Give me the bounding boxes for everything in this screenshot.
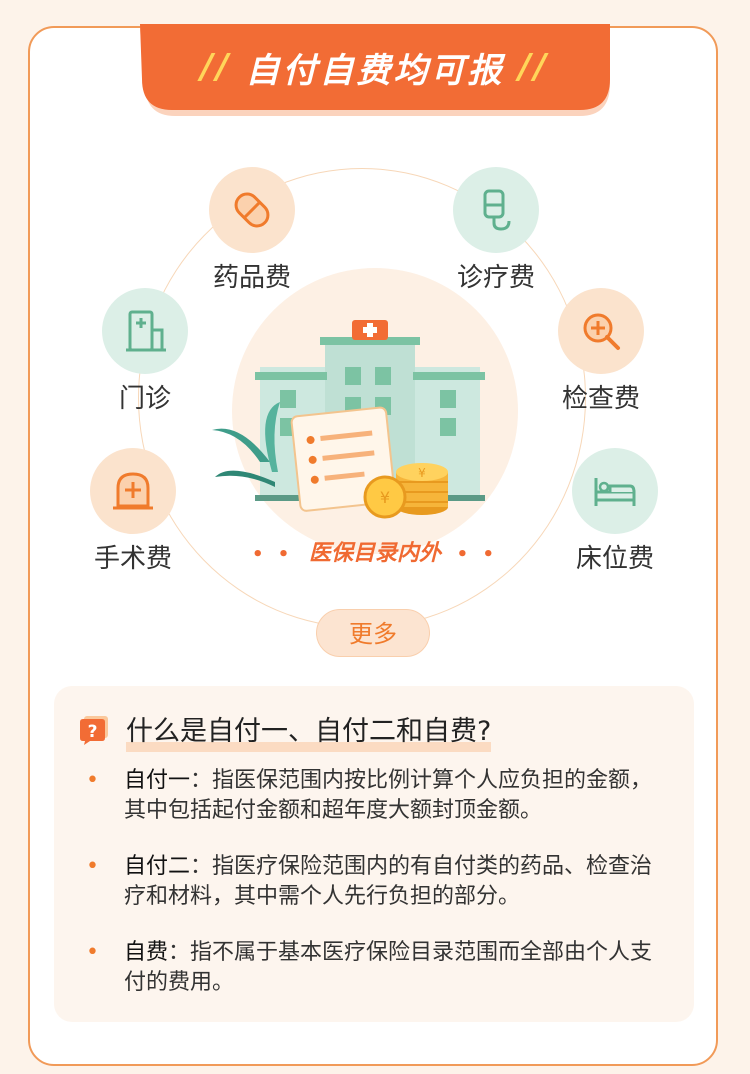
category-surgery[interactable]: 手术费 bbox=[78, 448, 188, 575]
hospital-bed-icon bbox=[572, 448, 658, 534]
more-button[interactable]: 更多 bbox=[316, 609, 430, 657]
faq-item-1: • 自付一：指医保范围内按比例计算个人应负担的金额，其中包括起付金额和超年度大额… bbox=[86, 768, 653, 823]
surgery-cross-icon bbox=[90, 448, 176, 534]
category-outpatient[interactable]: 门诊 bbox=[90, 288, 200, 415]
category-bed[interactable]: 床位费 bbox=[560, 448, 670, 575]
center-tagline: • • 医保目录内外 • • bbox=[252, 541, 498, 566]
magnifier-cross-icon bbox=[558, 288, 644, 374]
hospital-illustration: ¥ ¥ bbox=[200, 312, 500, 536]
svg-text:?: ? bbox=[88, 722, 98, 742]
slash-right: // bbox=[518, 47, 550, 87]
faq-question: 什么是自付一、自付二和自费? bbox=[126, 709, 492, 752]
pill-icon bbox=[209, 167, 295, 253]
faq-item-2: • 自付二：指医疗保险范围内的有自付类的药品、检查治疗和材料，其中需个人先行负担… bbox=[86, 854, 653, 909]
banner-shape bbox=[140, 24, 610, 116]
svg-text:¥: ¥ bbox=[380, 488, 390, 507]
hospital-building-icon bbox=[102, 288, 188, 374]
slash-left: // bbox=[200, 47, 232, 87]
faq-panel: ? 什么是自付一、自付二和自费? • 自付一：指医保范围内按比例计算个人应负担的… bbox=[54, 686, 694, 1022]
category-examination[interactable]: 检查费 bbox=[546, 288, 656, 415]
category-medicine[interactable]: 药品费 bbox=[197, 167, 307, 294]
svg-text:¥: ¥ bbox=[418, 466, 426, 480]
banner-title: 自付自费均可报 bbox=[245, 50, 505, 91]
question-icon: ? bbox=[78, 714, 110, 750]
header-banner: // 自付自费均可报 // bbox=[140, 24, 610, 119]
iv-drip-icon bbox=[453, 167, 539, 253]
faq-item-3: • 自费：指不属于基本医疗保险目录范围而全部由个人支付的费用。 bbox=[86, 940, 653, 995]
tagline-text: 医保目录内外 bbox=[308, 541, 441, 566]
category-treatment[interactable]: 诊疗费 bbox=[441, 167, 551, 294]
